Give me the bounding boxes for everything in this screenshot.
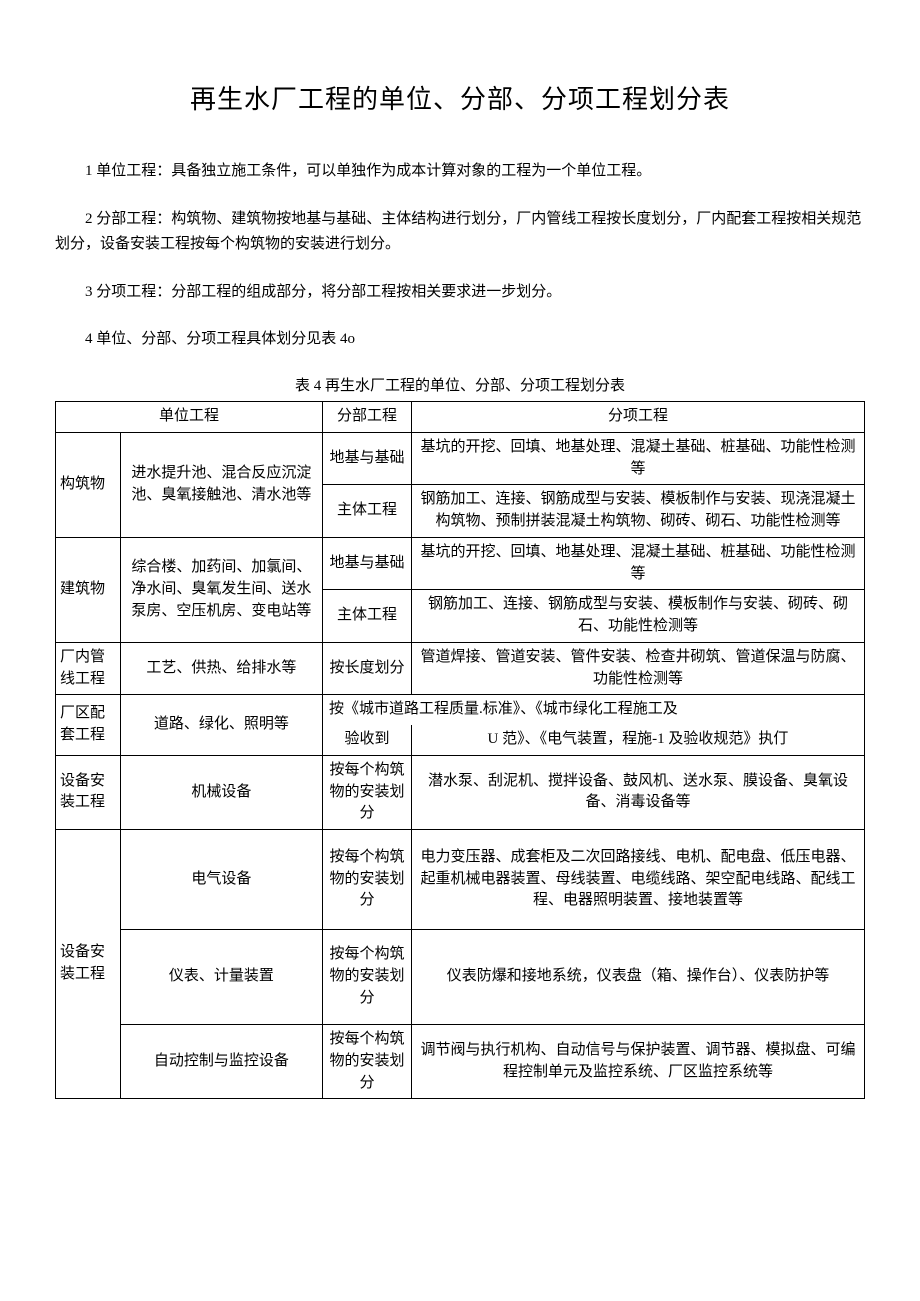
cell-item: 电力变压器、成套柜及二次回路接线、电机、配电盘、低压电器、起重机械电器装置、母线… [411, 830, 864, 930]
cell-unit-a: 建筑物 [56, 537, 121, 642]
cell-item: 潜水泵、刮泥机、搅拌设备、鼓风机、送水泵、膜设备、臭氧设备、消毒设备等 [411, 755, 864, 829]
table-row: 建筑物 综合楼、加药间、加氯间、净水间、臭氧发生间、送水泵房、空压机房、变电站等… [56, 537, 865, 590]
cell-unit-b: 综合楼、加药间、加氯间、净水间、臭氧发生间、送水泵房、空压机房、变电站等 [120, 537, 322, 642]
cell-item-line2: U 范》、《电气装置，程施-1 及验收规范》执仃 [411, 725, 864, 755]
cell-unit-a: 厂区配套工程 [56, 695, 121, 756]
table-row: 厂内管线工程 工艺、供热、给排水等 按长度划分 管道焊接、管道安装、管件安装、检… [56, 642, 865, 695]
cell-unit-b: 仪表、计量装置 [120, 930, 322, 1025]
cell-item: 钢筋加工、连接、钢筋成型与安装、模板制作与安装、砌砖、砌石、功能性检测等 [411, 590, 864, 643]
cell-unit-b: 进水提升池、混合反应沉淀池、臭氧接触池、清水池等 [120, 432, 322, 537]
paragraph-3: 3 分项工程：分部工程的组成部分，将分部工程按相关要求进一步划分。 [55, 280, 865, 306]
document-title: 再生水厂工程的单位、分部、分项工程划分表 [55, 80, 865, 119]
cell-sub: 按每个构筑物的安装划分 [322, 1025, 411, 1099]
cell-item: 调节阀与执行机构、自动信号与保护装置、调节器、模拟盘、可编程控制单元及监控系统、… [411, 1025, 864, 1099]
paragraph-1: 1 单位工程：具备独立施工条件，可以单独作为成本计算对象的工程为一个单位工程。 [55, 159, 865, 185]
cell-sub: 按长度划分 [322, 642, 411, 695]
table-row: 构筑物 进水提升池、混合反应沉淀池、臭氧接触池、清水池等 地基与基础 基坑的开挖… [56, 432, 865, 485]
cell-sub: 按每个构筑物的安装划分 [322, 930, 411, 1025]
cell-item: 仪表防爆和接地系统，仪表盘（箱、操作台）、仪表防护等 [411, 930, 864, 1025]
cell-sub: 按每个构筑物的安装划分 [322, 755, 411, 829]
cell-sub: 按每个构筑物的安装划分 [322, 830, 411, 930]
cell-item: 钢筋加工、连接、钢筋成型与安装、模板制作与安装、现浇混凝土构筑物、预制拼装混凝土… [411, 485, 864, 538]
cell-item: 基坑的开挖、回填、地基处理、混凝土基础、桩基础、功能性检测等 [411, 537, 864, 590]
paragraph-4: 4 单位、分部、分项工程具体划分见表 4o [55, 327, 865, 353]
header-sub: 分部工程 [322, 402, 411, 433]
cell-item: 基坑的开挖、回填、地基处理、混凝土基础、桩基础、功能性检测等 [411, 432, 864, 485]
cell-unit-b: 机械设备 [120, 755, 322, 829]
table-row: 仪表、计量装置 按每个构筑物的安装划分 仪表防爆和接地系统，仪表盘（箱、操作台）… [56, 930, 865, 1025]
header-item: 分项工程 [411, 402, 864, 433]
table-caption: 表 4 再生水厂工程的单位、分部、分项工程划分表 [55, 375, 865, 398]
cell-unit-b: 道路、绿化、照明等 [120, 695, 322, 756]
division-table: 单位工程 分部工程 分项工程 构筑物 进水提升池、混合反应沉淀池、臭氧接触池、清… [55, 401, 865, 1099]
header-unit: 单位工程 [56, 402, 323, 433]
cell-sub: 地基与基础 [322, 432, 411, 485]
cell-unit-b: 工艺、供热、给排水等 [120, 642, 322, 695]
table-row: 自动控制与监控设备 按每个构筑物的安装划分 调节阀与执行机构、自动信号与保护装置… [56, 1025, 865, 1099]
cell-unit-a: 设备安装工程 [56, 830, 121, 1099]
cell-item-line1: 按《城市道路工程质量.标准》、《城市绿化工程施工及 [322, 695, 864, 725]
cell-sub: 验收到 [322, 725, 411, 755]
cell-sub: 地基与基础 [322, 537, 411, 590]
table-row: 设备安装工程 电气设备 按每个构筑物的安装划分 电力变压器、成套柜及二次回路接线… [56, 830, 865, 930]
table-row: 厂区配套工程 道路、绿化、照明等 按《城市道路工程质量.标准》、《城市绿化工程施… [56, 695, 865, 725]
cell-unit-a: 厂内管线工程 [56, 642, 121, 695]
cell-sub: 主体工程 [322, 590, 411, 643]
cell-unit-a: 设备安装工程 [56, 755, 121, 829]
cell-unit-b: 自动控制与监控设备 [120, 1025, 322, 1099]
table-header-row: 单位工程 分部工程 分项工程 [56, 402, 865, 433]
cell-unit-b: 电气设备 [120, 830, 322, 930]
table-row: 设备安装工程 机械设备 按每个构筑物的安装划分 潜水泵、刮泥机、搅拌设备、鼓风机… [56, 755, 865, 829]
cell-sub: 主体工程 [322, 485, 411, 538]
cell-item: 管道焊接、管道安装、管件安装、检查井砌筑、管道保温与防腐、功能性检测等 [411, 642, 864, 695]
paragraph-2: 2 分部工程：构筑物、建筑物按地基与基础、主体结构进行划分，厂内管线工程按长度划… [55, 207, 865, 258]
cell-unit-a: 构筑物 [56, 432, 121, 537]
